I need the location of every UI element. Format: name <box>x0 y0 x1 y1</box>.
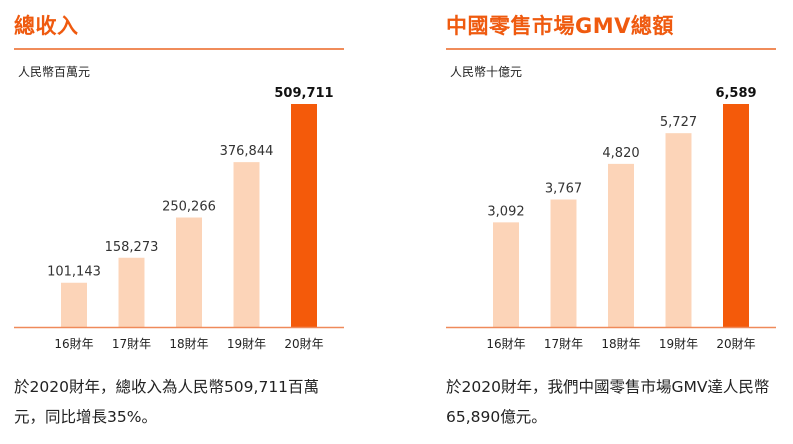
gmv-value-label: 3,767 <box>545 182 582 197</box>
revenue-unit-label: 人民幣百萬元 <box>18 65 91 79</box>
revenue-title-divider <box>14 48 344 50</box>
revenue-bar-17財年 <box>118 257 145 327</box>
revenue-category-label: 18財年 <box>169 336 208 351</box>
revenue-chart-title: 總收入 <box>14 14 79 38</box>
revenue-bar-19財年 <box>233 162 260 327</box>
revenue-category-label: 16財年 <box>54 336 93 351</box>
gmv-value-label: 6,589 <box>715 86 756 101</box>
revenue-bar-chart: 101,143 16財年 158,273 17財年 250,266 18財年 376,844… <box>14 86 344 351</box>
revenue-category-label: 17財年 <box>112 336 151 351</box>
revenue-value-label: 158,273 <box>105 240 159 255</box>
revenue-caption: 於2020財年，總收入為人民幣509,711百萬元，同比增長35%。 <box>14 378 320 426</box>
revenue-value-label: 250,266 <box>162 200 216 215</box>
gmv-bar-19財年 <box>665 133 692 327</box>
revenue-bar-18財年 <box>176 217 202 327</box>
gmv-bar-chart: 3,092 16財年 3,767 17財年 4,820 18財年 5,727 19財年 6,58… <box>446 86 776 351</box>
gmv-bar-20財年 <box>723 104 749 327</box>
revenue-bar-16財年 <box>61 282 87 327</box>
revenue-value-label: 101,143 <box>47 265 101 280</box>
revenue-category-label: 19財年 <box>227 336 266 351</box>
gmv-category-label: 17財年 <box>544 336 583 351</box>
gmv-category-label: 20財年 <box>716 336 755 351</box>
gmv-bar-16財年 <box>493 222 519 327</box>
revenue-category-label: 20財年 <box>284 336 323 351</box>
revenue-value-label: 509,711 <box>274 86 333 101</box>
gmv-unit-label: 人民幣十億元 <box>450 65 523 79</box>
gmv-panel: 中國零售市場GMV總額 人民幣十億元 3,092 16財年 3,767 17財年 4,8… <box>446 0 776 444</box>
gmv-title-divider <box>446 48 776 50</box>
gmv-bar-18財年 <box>608 163 634 327</box>
revenue-panel: 總收入 人民幣百萬元 101,143 16財年 158,273 17財年 250,266… <box>14 0 344 444</box>
gmv-category-label: 18財年 <box>601 336 640 351</box>
revenue-bar-20財年 <box>291 104 317 327</box>
gmv-bar-17財年 <box>550 199 577 327</box>
gmv-value-label: 4,820 <box>602 146 639 161</box>
revenue-value-label: 376,844 <box>220 144 274 159</box>
gmv-category-label: 19財年 <box>659 336 698 351</box>
gmv-caption: 於2020財年，我們中國零售市場GMV達人民幣65,890億元。 <box>446 378 770 426</box>
gmv-value-label: 3,092 <box>487 204 524 219</box>
gmv-value-label: 5,727 <box>660 115 697 130</box>
gmv-category-label: 16財年 <box>486 336 525 351</box>
gmv-chart-title: 中國零售市場GMV總額 <box>446 14 674 38</box>
